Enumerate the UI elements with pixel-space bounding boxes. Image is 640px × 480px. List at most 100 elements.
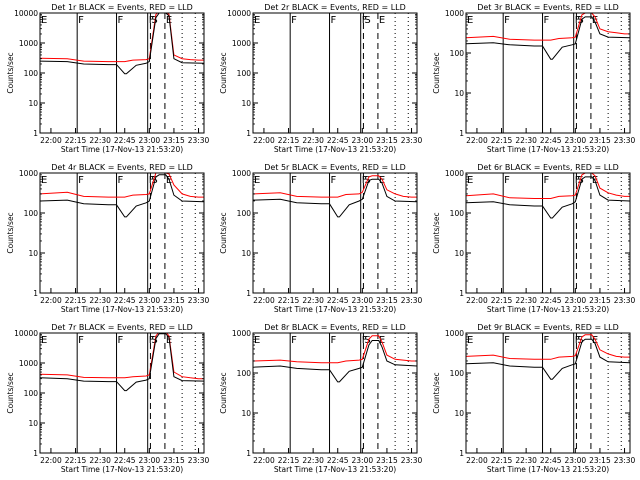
y-axis-label: Counts/sec: [432, 52, 441, 93]
x-tick-label: 23:00: [139, 456, 161, 465]
x-tick-label: 22:45: [327, 296, 349, 305]
y-tick-label: 1000: [445, 169, 464, 178]
y-axis-label: Counts/sec: [219, 212, 228, 253]
plot-frame: [252, 332, 418, 454]
y-tick-label: 100: [237, 369, 252, 378]
x-tick-label: 23:15: [376, 456, 398, 465]
x-tick-label: 23:00: [139, 136, 161, 145]
plot-frame: [39, 332, 205, 454]
x-tick-label: 22:45: [327, 456, 349, 465]
x-axis-label: Start Time (17-Nov-13 21:53:20): [274, 305, 396, 314]
plot-frame: [39, 12, 205, 134]
x-tick-label: 22:15: [65, 456, 87, 465]
y-tick-label: 10: [454, 409, 464, 418]
x-tick-label: 22:30: [302, 456, 324, 465]
flag-label: F: [331, 175, 337, 186]
plot-frame: [465, 172, 631, 294]
x-tick-label: 23:30: [614, 136, 636, 145]
panel-title: Det 4r BLACK = Events, RED = LLD: [51, 163, 193, 172]
flag-label: S: [577, 175, 583, 186]
flag-label: F: [118, 175, 124, 186]
x-tick-label: 23:00: [139, 296, 161, 305]
y-tick-label: 10: [28, 419, 38, 428]
plot-frame: [252, 12, 418, 134]
x-tick-label: 22:00: [466, 296, 488, 305]
y-tick-label: 10000: [14, 9, 38, 18]
flag-label: F: [544, 335, 550, 346]
x-tick-label: 23:00: [565, 456, 587, 465]
panel-title: Det 5r BLACK = Events, RED = LLD: [264, 163, 406, 172]
flag-label: F: [504, 15, 510, 26]
x-tick-label: 22:15: [278, 296, 300, 305]
x-tick-label: 22:00: [253, 456, 275, 465]
flag-label: E: [467, 15, 473, 26]
x-tick-label: 22:00: [40, 136, 62, 145]
flag-label: F: [504, 175, 510, 186]
x-tick-label: 22:45: [114, 136, 136, 145]
plot-frame: [252, 172, 418, 294]
x-tick-label: 23:15: [376, 296, 398, 305]
y-tick-label: 100: [24, 389, 39, 398]
y-tick-label: 10: [28, 99, 38, 108]
panel-title: Det 3r BLACK = Events, RED = LLD: [477, 3, 619, 12]
series-line-events: [466, 16, 630, 60]
y-tick-label: 1: [33, 289, 38, 298]
series-line-events: [40, 13, 204, 75]
y-tick-label: 10: [241, 99, 251, 108]
x-tick-label: 23:00: [352, 136, 374, 145]
x-tick-label: 22:30: [89, 296, 111, 305]
plot-frame: [465, 12, 631, 134]
x-tick-label: 23:15: [163, 296, 185, 305]
x-tick-label: 23:30: [401, 296, 423, 305]
flag-label: E: [41, 335, 47, 346]
flag-label: S: [364, 15, 370, 26]
panel-title: Det 1r BLACK = Events, RED = LLD: [51, 3, 193, 12]
y-axis-label: Counts/sec: [6, 52, 15, 93]
series-line-events: [253, 178, 417, 218]
flag-label: F: [362, 175, 368, 186]
flag-label: F: [291, 15, 297, 26]
y-tick-label: 100: [24, 209, 39, 218]
x-tick-label: 22:00: [466, 456, 488, 465]
flag-label: F: [291, 175, 297, 186]
x-axis-label: Start Time (17-Nov-13 21:53:20): [487, 305, 609, 314]
x-tick-label: 22:30: [89, 136, 111, 145]
x-tick-label: 22:30: [302, 136, 324, 145]
y-tick-label: 1: [246, 449, 251, 458]
y-tick-label: 10000: [227, 9, 251, 18]
flag-label: F: [575, 335, 581, 346]
x-tick-label: 22:15: [65, 296, 87, 305]
y-axis-label: Counts/sec: [432, 372, 441, 413]
flag-label: E: [592, 15, 598, 26]
series-line-lld: [466, 334, 630, 360]
x-tick-label: 23:30: [188, 456, 210, 465]
x-tick-label: 23:30: [188, 296, 210, 305]
flag-label: E: [254, 175, 260, 186]
series-line-lld: [253, 175, 417, 198]
x-tick-label: 22:45: [540, 456, 562, 465]
flag-label: F: [78, 15, 84, 26]
x-tick-label: 23:30: [401, 456, 423, 465]
series-line-lld: [466, 173, 630, 199]
y-tick-label: 10: [454, 89, 464, 98]
x-axis-label: Start Time (17-Nov-13 21:53:20): [487, 465, 609, 474]
y-axis-label: Counts/sec: [432, 212, 441, 253]
x-tick-label: 22:30: [89, 456, 111, 465]
flag-label: F: [575, 15, 581, 26]
flag-label: F: [118, 335, 124, 346]
y-tick-label: 1000: [445, 329, 464, 338]
flag-label: F: [544, 175, 550, 186]
x-tick-label: 23:15: [589, 296, 611, 305]
flag-label: F: [331, 335, 337, 346]
x-tick-label: 22:30: [515, 296, 537, 305]
y-tick-label: 1000: [232, 169, 251, 178]
series-line-events: [40, 174, 204, 218]
panel-title: Det 7r BLACK = Events, RED = LLD: [51, 323, 193, 332]
flag-label: F: [78, 175, 84, 186]
x-tick-label: 23:15: [376, 136, 398, 145]
x-tick-label: 22:45: [327, 136, 349, 145]
plot-frame: [465, 332, 631, 454]
